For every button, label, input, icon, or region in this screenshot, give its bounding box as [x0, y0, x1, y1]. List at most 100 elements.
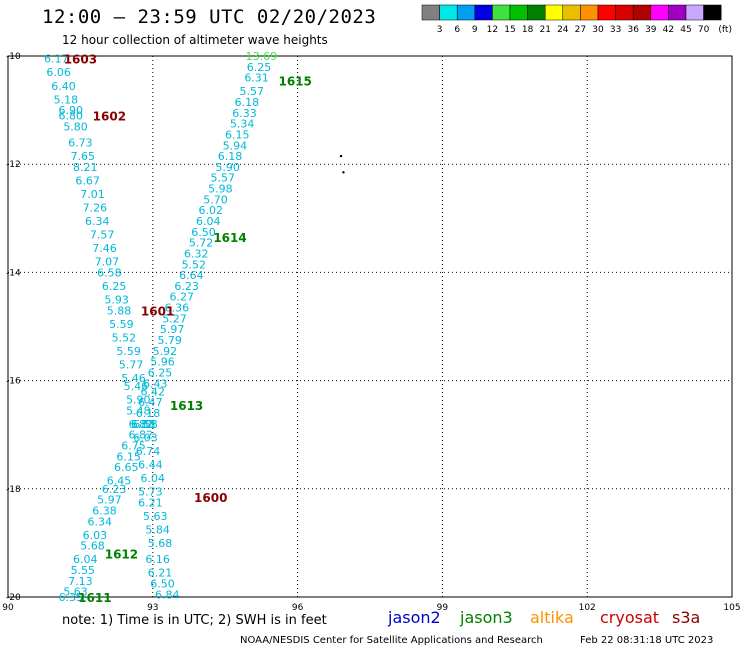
legend-altika: altika — [530, 608, 574, 627]
swh-value: 6.32 — [184, 247, 209, 260]
swh-value: 6.50 — [150, 577, 175, 590]
legend-label: 45 — [680, 25, 691, 35]
swh-value: 6.58 — [97, 266, 122, 279]
swh-value: 7.57 — [90, 229, 115, 242]
swh-value: 6.34 — [87, 515, 112, 528]
legend-jason2: jason2 — [388, 608, 441, 627]
legend-swatch — [562, 4, 581, 21]
island-dot — [339, 154, 343, 158]
legend-label: 9 — [472, 25, 478, 35]
swh-value: 6.25 — [247, 61, 272, 74]
legend-s3a: s3a — [672, 608, 701, 627]
island-dot — [342, 171, 345, 174]
legend-label: 33 — [610, 25, 621, 35]
swh-value: 6.21 — [148, 567, 173, 580]
swh-value: 5.46 — [121, 372, 146, 385]
track-label: 1614 — [213, 231, 246, 245]
swh-value: 6.18 — [218, 150, 243, 163]
legend-label: 24 — [557, 25, 569, 35]
swh-value: 7.07 — [95, 256, 120, 269]
track-label: 1615 — [278, 74, 311, 88]
legend-label: 3 — [437, 25, 443, 35]
swh-value: 6.47 — [138, 396, 163, 409]
swh-value: 5.68 — [80, 540, 105, 553]
y-tick-label: -12 — [6, 160, 21, 170]
legend-swatch — [527, 4, 546, 21]
swh-value: 6.84 — [155, 588, 180, 601]
legend-swatch — [439, 4, 458, 21]
swh-value: 6.64 — [179, 269, 204, 282]
swh-value: 5.80 — [63, 120, 88, 133]
swh-value: 6.67 — [75, 174, 100, 187]
y-tick-label: -18 — [6, 485, 21, 495]
swh-value: 5.90 — [215, 161, 240, 174]
swh-value: 6.44 — [138, 458, 163, 471]
swh-value: 5.97 — [160, 323, 185, 336]
swh-value: 6.80 — [58, 110, 83, 123]
swh-value: 7.46 — [92, 242, 117, 255]
x-tick-label: 102 — [579, 603, 596, 613]
track-label: 1602 — [93, 110, 126, 124]
swh-value: 6.82 — [128, 429, 153, 442]
swh-value: 6.15 — [225, 128, 250, 141]
swh-value: 6.35 — [58, 591, 83, 604]
swh-value: 5.70 — [203, 193, 228, 206]
track-label: 1603 — [64, 53, 97, 67]
swh-value: 6.21 — [138, 496, 163, 509]
legend-swatch — [668, 4, 687, 21]
swh-value: 6.34 — [85, 215, 110, 228]
y-tick-label: -10 — [6, 52, 21, 62]
swh-value: 5.18 — [54, 93, 79, 106]
swh-value: 6.36 — [165, 302, 190, 315]
swh-value: 5.92 — [153, 345, 178, 358]
swh-value: 6.23 — [174, 280, 199, 293]
legend-label: 12 — [487, 25, 498, 35]
swh-value: 5.55 — [71, 564, 96, 577]
y-tick-label: -14 — [6, 268, 21, 278]
swh-value: 6.40 — [51, 80, 76, 93]
legend-label: 70 — [698, 25, 710, 35]
swh-value: 6.04 — [196, 215, 221, 228]
swh-value: 6.02 — [198, 204, 223, 217]
swh-value: 5.73 — [138, 486, 163, 499]
swh-value: 5.52 — [182, 258, 207, 271]
legend-swatch — [544, 4, 564, 21]
swh-value: 6.25 — [102, 280, 127, 293]
legend-label: 15 — [504, 25, 515, 35]
swh-value: 6.25 — [148, 366, 173, 379]
swh-value: 6.45 — [107, 475, 132, 488]
legend-swatch — [632, 4, 652, 21]
legend-swatch — [615, 4, 634, 21]
track-label: 1611 — [78, 591, 111, 605]
swh-value: 6.50 — [191, 226, 216, 239]
legend-swatch — [456, 4, 476, 21]
swh-value: 6.88 — [131, 418, 156, 431]
swh-value: 6.04 — [73, 553, 98, 566]
swh-value: 6.58 — [133, 418, 158, 431]
legend-label: 30 — [592, 25, 604, 35]
track-label: 1612 — [105, 548, 138, 562]
swh-value: 5.57 — [239, 85, 264, 98]
legend-swatch — [492, 4, 511, 21]
swh-value: 5.79 — [157, 334, 182, 347]
x-tick-label: 105 — [723, 603, 740, 613]
swh-value: 6.27 — [170, 291, 195, 304]
legend-swatch — [421, 4, 440, 21]
swh-value: 5.72 — [189, 237, 214, 250]
x-tick-label: 93 — [147, 603, 158, 613]
legend-swatch — [474, 4, 493, 21]
swh-value: 8.21 — [73, 161, 98, 174]
swh-value: 5.63 — [63, 586, 88, 599]
swh-value: 7.01 — [80, 188, 105, 201]
track-label: 1613 — [170, 399, 203, 413]
swh-value: 5.98 — [208, 183, 233, 196]
swh-value: 7.26 — [83, 201, 108, 214]
track-label: 1601 — [141, 304, 174, 318]
legend-label: 6 — [454, 25, 460, 35]
swh-value: 5.27 — [162, 312, 187, 325]
swh-value: 6.42 — [141, 385, 166, 398]
swh-value: 7.13 — [68, 575, 93, 588]
map-frame — [7, 55, 733, 598]
legend-swatch — [509, 4, 528, 21]
swh-value: 6.74 — [136, 445, 161, 458]
